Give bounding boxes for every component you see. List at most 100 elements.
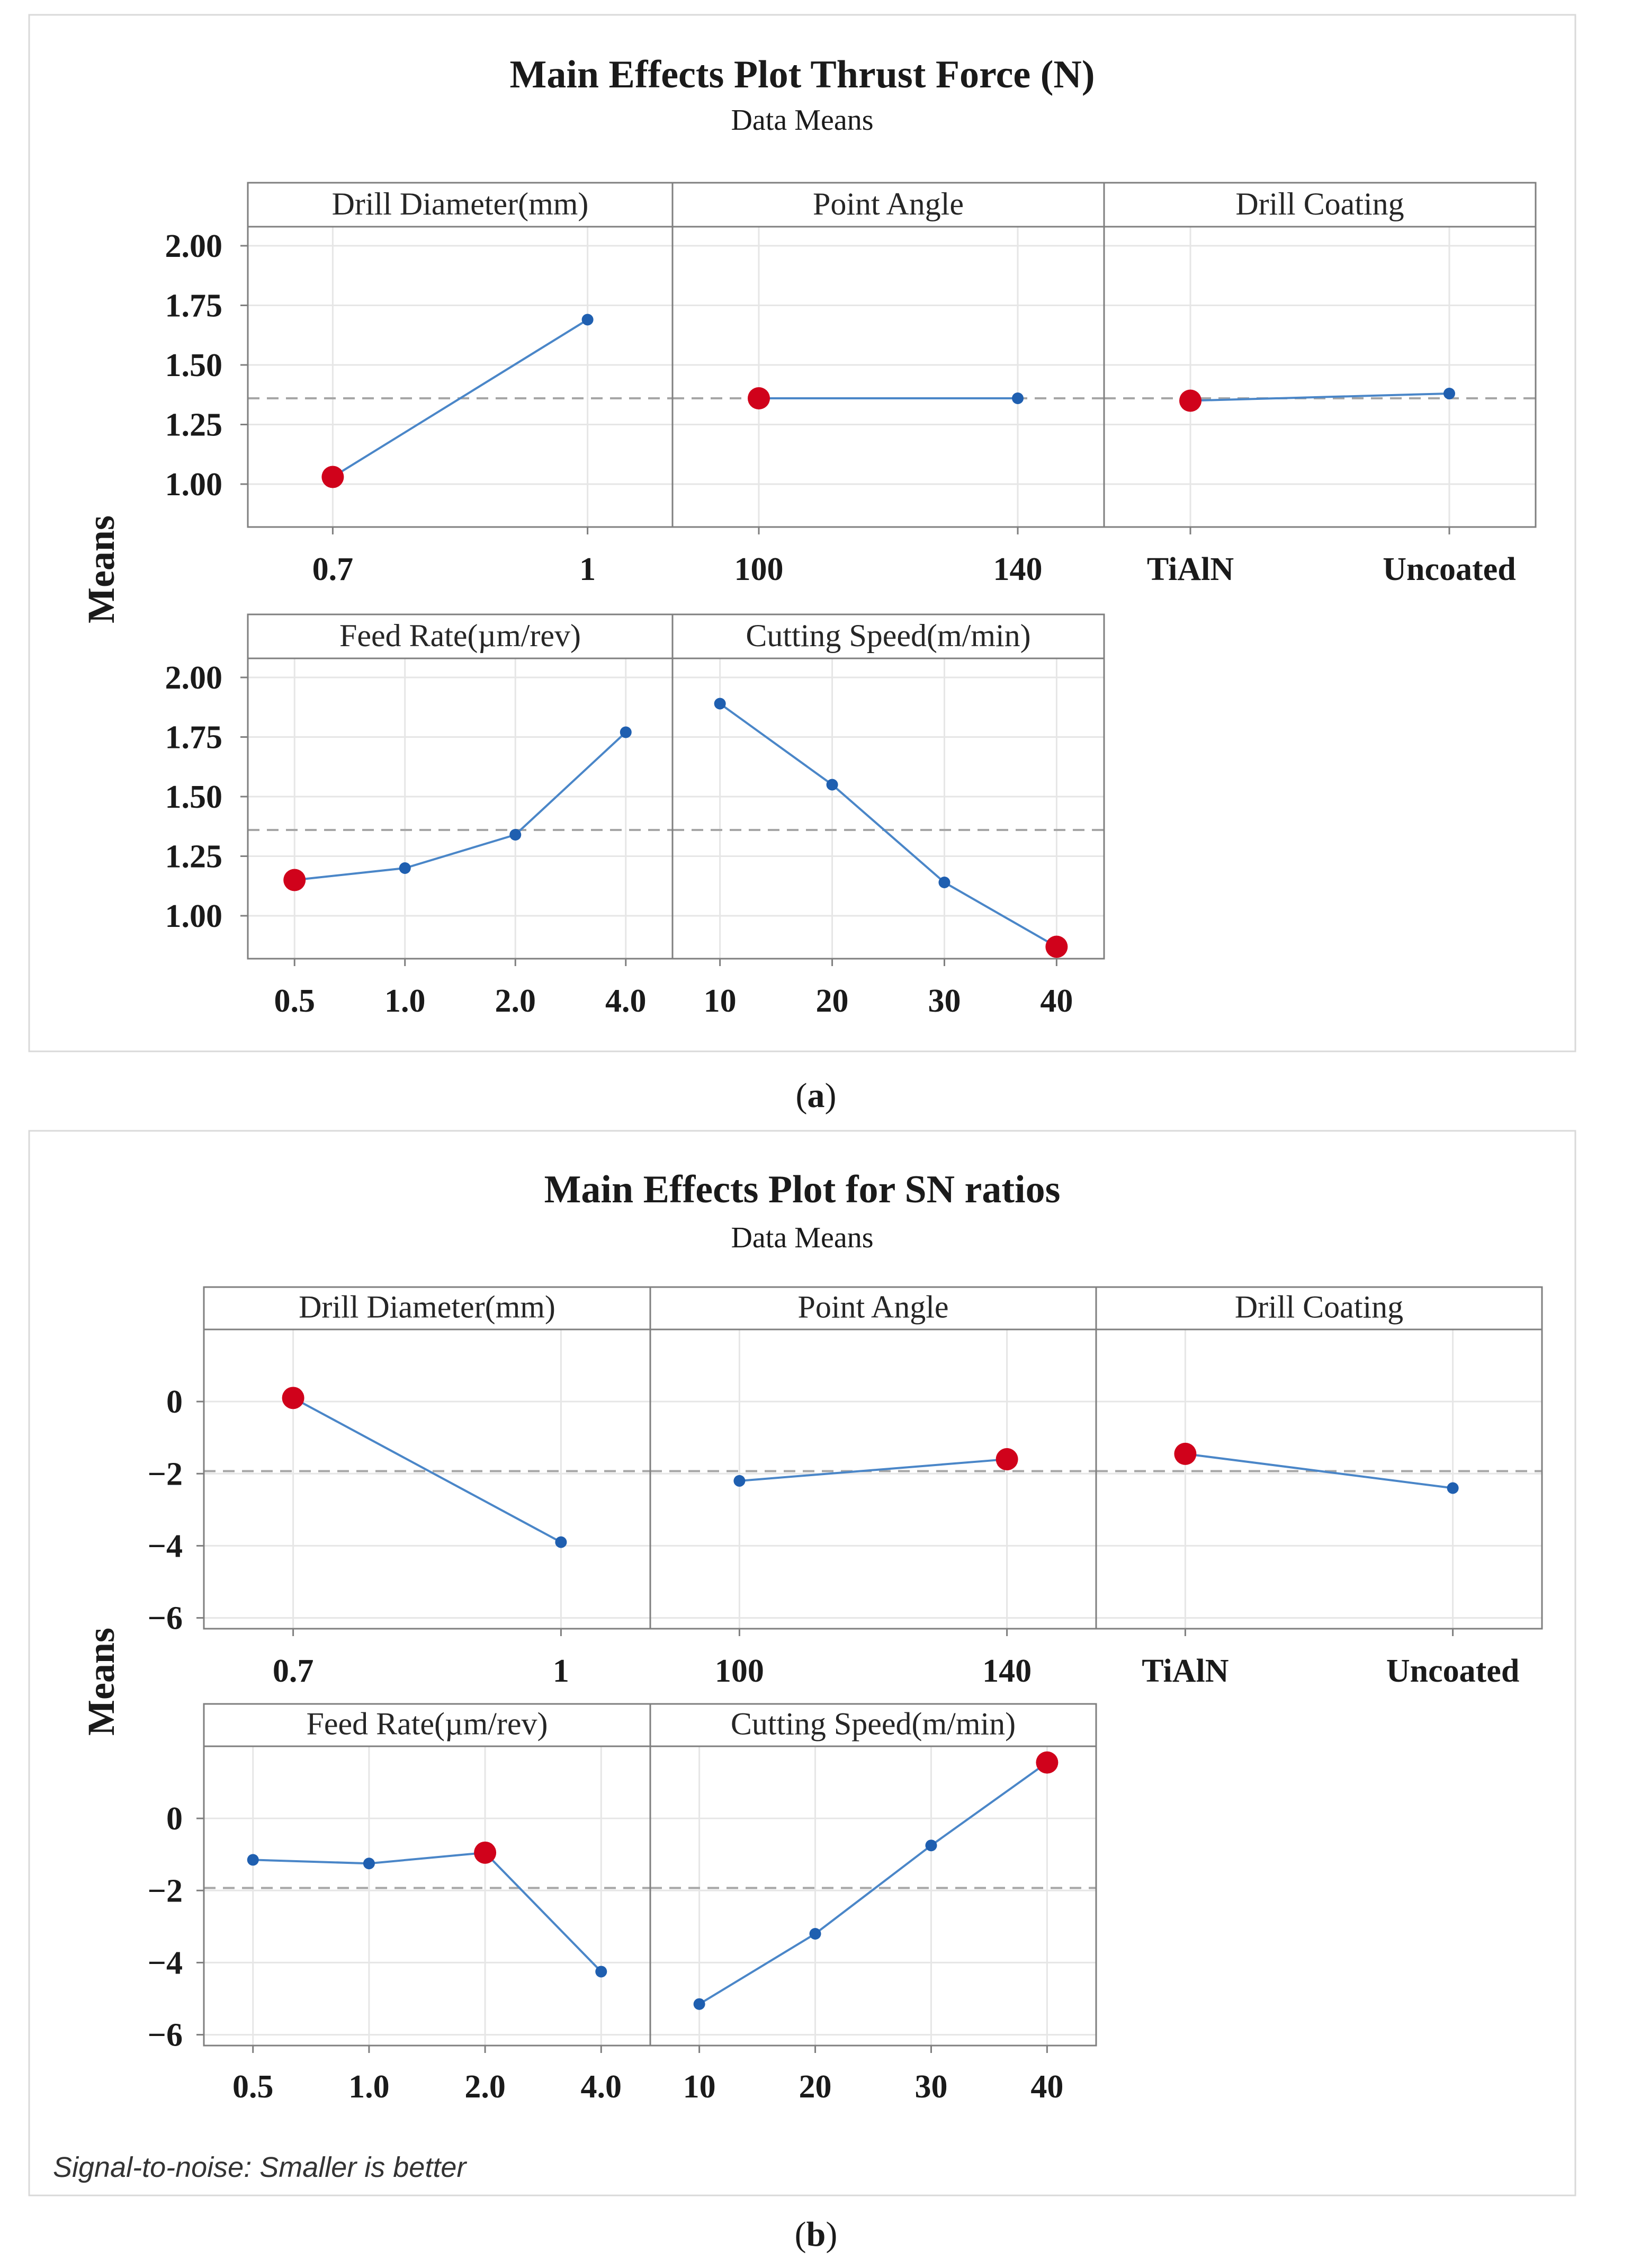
figure-label-letter: b <box>806 2215 826 2254</box>
optimal-point <box>283 869 306 891</box>
y-tick-label: −4 <box>148 1528 183 1564</box>
x-tick-label: 40 <box>1030 2069 1063 2105</box>
panel-title: Point Angle <box>797 1290 948 1325</box>
figure-label-b: (b) <box>795 2215 838 2254</box>
x-tick-label: 1 <box>579 551 596 587</box>
y-tick-label: −2 <box>148 1873 183 1909</box>
y-tick-label: 1.50 <box>165 779 223 815</box>
panel-drill-coating: Drill Coating TiAlN Uncoated <box>1095 1286 1543 1689</box>
data-point <box>925 1840 937 1852</box>
y-tick-label: −2 <box>148 1456 183 1492</box>
panel-title: Drill Diameter(mm) <box>299 1290 555 1325</box>
optimal-point <box>996 1448 1018 1471</box>
panel-drill-diameter-mm: Drill Diameter(mm) 0.7 1 1.00 1.25 1.50 1.75 2.… <box>165 182 674 587</box>
y-tick-label: 0 <box>166 1384 183 1420</box>
figure-label-a: (a) <box>796 1076 837 1115</box>
x-tick-label: 10 <box>704 983 737 1019</box>
optimal-point <box>474 1841 497 1864</box>
x-tick-label: 4.0 <box>581 2069 622 2105</box>
panel-title: Drill Coating <box>1235 186 1404 221</box>
data-point <box>620 726 632 738</box>
panel-frame <box>671 657 1105 960</box>
chart-subtitle: Data Means <box>731 104 873 137</box>
data-point <box>826 779 838 791</box>
panel-feed-rate-m-rev: Feed Rate(µm/rev) 0.5 1.0 2.0 4.0 0 −2 −4 −6 <box>148 1703 651 2105</box>
figure-label-paren: ) <box>826 2215 837 2254</box>
data-point <box>693 1998 705 2010</box>
y-tick-label: −6 <box>148 2017 183 2053</box>
panel-cutting-speed-m-min: Cutting Speed(m/min) 10 20 30 40 <box>649 1703 1097 2105</box>
y-axis-label: Means <box>80 1628 122 1736</box>
panel-frame <box>649 1745 1097 2047</box>
panel-frame <box>1103 226 1537 528</box>
panel-point-angle: Point Angle 100 140 <box>649 1286 1097 1689</box>
chart-b: Main Effects Plot for SN ratios Data Mean… <box>28 1130 1576 2196</box>
footnote: Signal-to-noise: Smaller is better <box>53 2151 467 2183</box>
optimal-point <box>282 1387 304 1409</box>
panel-title: Drill Diameter(mm) <box>332 186 589 221</box>
x-tick-label: 2.0 <box>464 2069 506 2105</box>
series-line <box>332 318 588 478</box>
data-point <box>363 1858 375 1870</box>
panel-header <box>671 613 1105 659</box>
series-line <box>294 731 627 881</box>
x-tick-label: 0.5 <box>232 2069 274 2105</box>
series-line <box>739 1458 1007 1482</box>
y-tick-label: 1.75 <box>165 288 223 324</box>
panel-drill-coating: Drill Coating TiAlN Uncoated <box>1103 182 1537 587</box>
panel-title: Point Angle <box>813 186 964 221</box>
panel-cutting-speed-m-min: Cutting Speed(m/min) 10 20 30 40 <box>671 613 1105 1019</box>
figure-label-paren: ) <box>825 1076 837 1115</box>
chart-title: Main Effects Plot Thrust Force (N) <box>510 53 1095 96</box>
y-tick-label: −4 <box>148 1945 183 1981</box>
series-line <box>253 1851 602 1972</box>
series-line <box>1190 392 1450 402</box>
y-tick-label: 2.00 <box>165 228 223 264</box>
optimal-point <box>748 387 770 409</box>
x-tick-label: 20 <box>799 2069 832 2105</box>
x-tick-label: TiAlN <box>1147 551 1234 587</box>
data-point <box>247 1854 259 1866</box>
y-tick-label: 0 <box>166 1801 183 1837</box>
optimal-point <box>1036 1751 1059 1774</box>
chart-frame <box>28 14 1576 1052</box>
y-axis-label: Means <box>80 515 122 623</box>
optimal-point <box>1045 935 1068 958</box>
panel-title: Cutting Speed(m/min) <box>746 618 1030 653</box>
panel-title: Drill Coating <box>1235 1290 1403 1325</box>
figure-label-paren: ( <box>795 2215 806 2254</box>
panel-header <box>1103 182 1537 228</box>
x-tick-label: 30 <box>914 2069 947 2105</box>
data-point <box>581 314 594 326</box>
x-tick-label: Uncoated <box>1386 1653 1519 1689</box>
series-line <box>698 1762 1048 2005</box>
chart-a: Main Effects Plot Thrust Force (N) Data M… <box>28 14 1576 1052</box>
y-tick-label: 1.75 <box>165 720 223 756</box>
y-tick-label: 1.00 <box>165 467 223 503</box>
y-tick-label: 1.50 <box>165 347 223 383</box>
panel-drill-diameter-mm: Drill Diameter(mm) 0.7 1 0 −2 −4 −6 <box>148 1286 651 1689</box>
optimal-point <box>321 466 344 488</box>
data-point <box>1447 1482 1459 1494</box>
panel-title: Feed Rate(µm/rev) <box>306 1707 548 1742</box>
x-tick-label: 2.0 <box>495 983 536 1019</box>
x-tick-label: 1.0 <box>384 983 426 1019</box>
x-tick-label: 4.0 <box>605 983 647 1019</box>
x-tick-label: 1 <box>553 1653 569 1689</box>
x-tick-label: 100 <box>734 551 784 587</box>
figure-label-paren: ( <box>796 1076 808 1115</box>
panel-header <box>649 1703 1097 1747</box>
chart-title: Main Effects Plot for SN ratios <box>544 1168 1061 1211</box>
panel-header <box>247 182 674 228</box>
x-tick-label: Uncoated <box>1383 551 1516 587</box>
data-point <box>555 1536 567 1548</box>
x-tick-label: 0.5 <box>274 983 315 1019</box>
x-tick-label: 100 <box>715 1653 764 1689</box>
x-tick-label: 0.7 <box>273 1653 314 1689</box>
x-tick-label: 30 <box>928 983 961 1019</box>
chart-subtitle: Data Means <box>731 1221 873 1254</box>
x-tick-label: 140 <box>993 551 1043 587</box>
panel-title: Feed Rate(µm/rev) <box>339 618 581 653</box>
